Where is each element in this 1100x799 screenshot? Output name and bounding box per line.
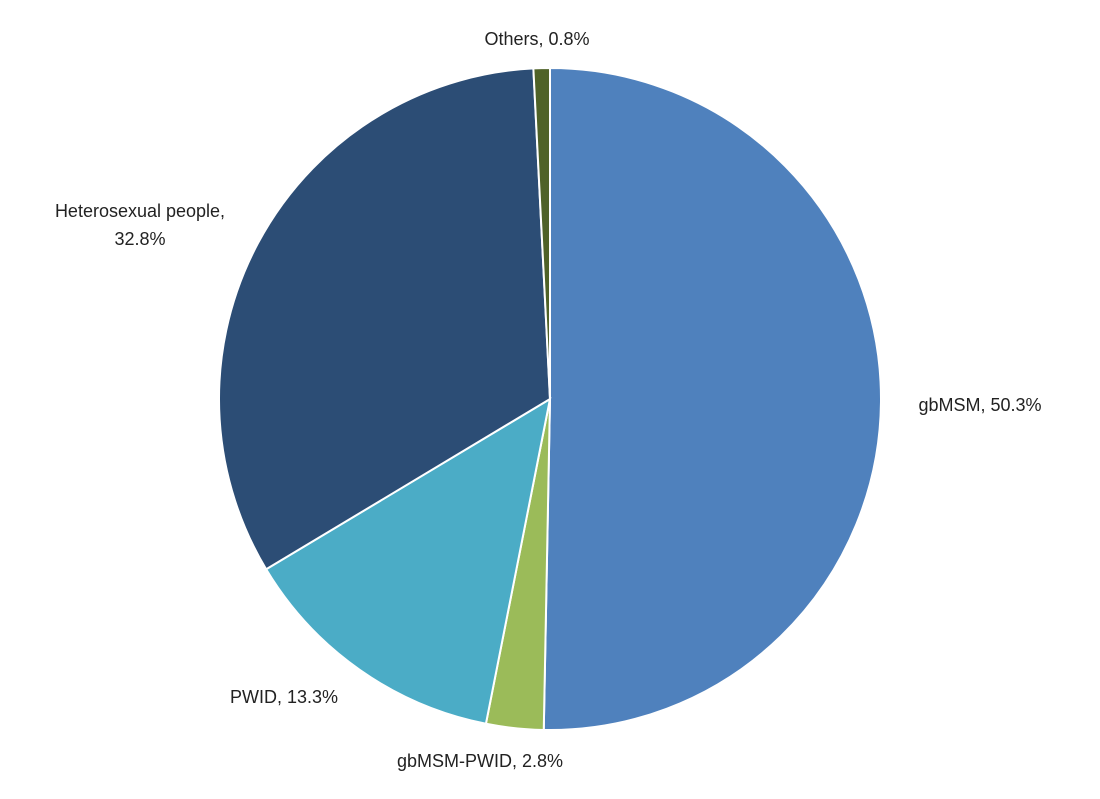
data-label: gbMSM, 50.3%	[918, 395, 1041, 415]
data-label: PWID, 13.3%	[230, 687, 338, 707]
pie-slice	[542, 66, 882, 731]
data-label: Heterosexual people, 32.8%	[55, 201, 225, 249]
pie-slice	[532, 66, 551, 400]
data-label: gbMSM-PWID, 2.8%	[397, 751, 563, 771]
pie-slice	[218, 67, 552, 571]
data-label: Others, 0.8%	[484, 29, 589, 49]
label-line: Heterosexual people,	[55, 201, 225, 221]
label-line: 32.8%	[114, 229, 165, 249]
pie-slice	[264, 396, 552, 725]
